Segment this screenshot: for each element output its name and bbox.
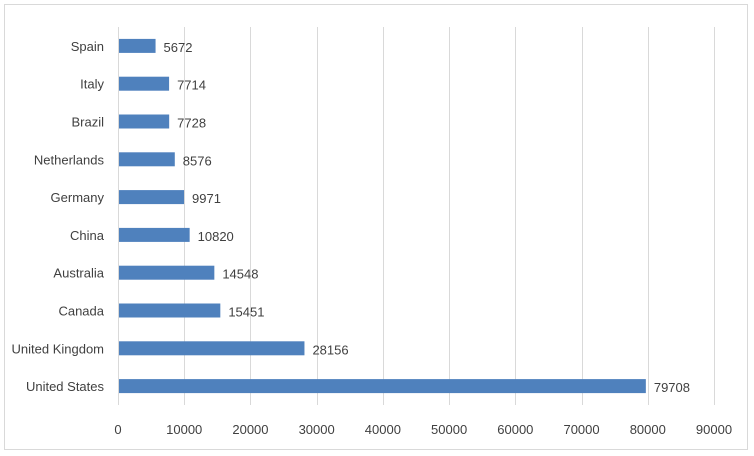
x-tick-label: 70000 — [563, 422, 599, 437]
data-label: 14548 — [222, 267, 258, 282]
data-label: 9971 — [192, 191, 221, 206]
x-tick-label: 60000 — [497, 422, 533, 437]
bar-china — [118, 227, 190, 242]
x-tick-label: 40000 — [365, 422, 401, 437]
category-label: Spain — [71, 39, 104, 54]
bar-australia — [118, 265, 215, 280]
category-label: Italy — [80, 77, 104, 92]
category-label: China — [70, 228, 105, 243]
bar-brazil — [118, 114, 170, 129]
bar-germany — [118, 190, 185, 205]
category-label: United States — [26, 379, 105, 394]
data-label: 5672 — [164, 40, 193, 55]
data-label: 7714 — [177, 78, 206, 93]
category-label: Brazil — [71, 115, 104, 130]
x-tick-label: 90000 — [696, 422, 732, 437]
bar-spain — [118, 38, 156, 53]
x-tick-label: 0 — [114, 422, 121, 437]
category-label: Netherlands — [34, 152, 105, 167]
x-tick-label: 50000 — [431, 422, 467, 437]
bars — [118, 38, 646, 394]
x-tick-label: 80000 — [630, 422, 666, 437]
bar-canada — [118, 303, 221, 318]
data-label: 10820 — [198, 229, 234, 244]
data-label: 8576 — [183, 153, 212, 168]
bar-united-states — [118, 379, 646, 394]
x-tick-label: 20000 — [232, 422, 268, 437]
labels: 0 10000 20000 30000 40000 50000 60000 70000 8000… — [12, 39, 733, 437]
x-tick-label: 10000 — [166, 422, 202, 437]
bar-italy — [118, 76, 170, 91]
data-label: 79708 — [654, 380, 690, 395]
category-label: United Kingdom — [12, 341, 105, 356]
data-label: 28156 — [312, 342, 348, 357]
x-tick-label: 30000 — [299, 422, 335, 437]
category-label: Canada — [58, 304, 104, 319]
bar-united-kingdom — [118, 341, 305, 356]
data-label: 7728 — [177, 116, 206, 131]
bar-netherlands — [118, 152, 175, 167]
category-label: Germany — [51, 190, 105, 205]
data-label: 15451 — [228, 305, 264, 320]
category-label: Australia — [53, 266, 104, 281]
